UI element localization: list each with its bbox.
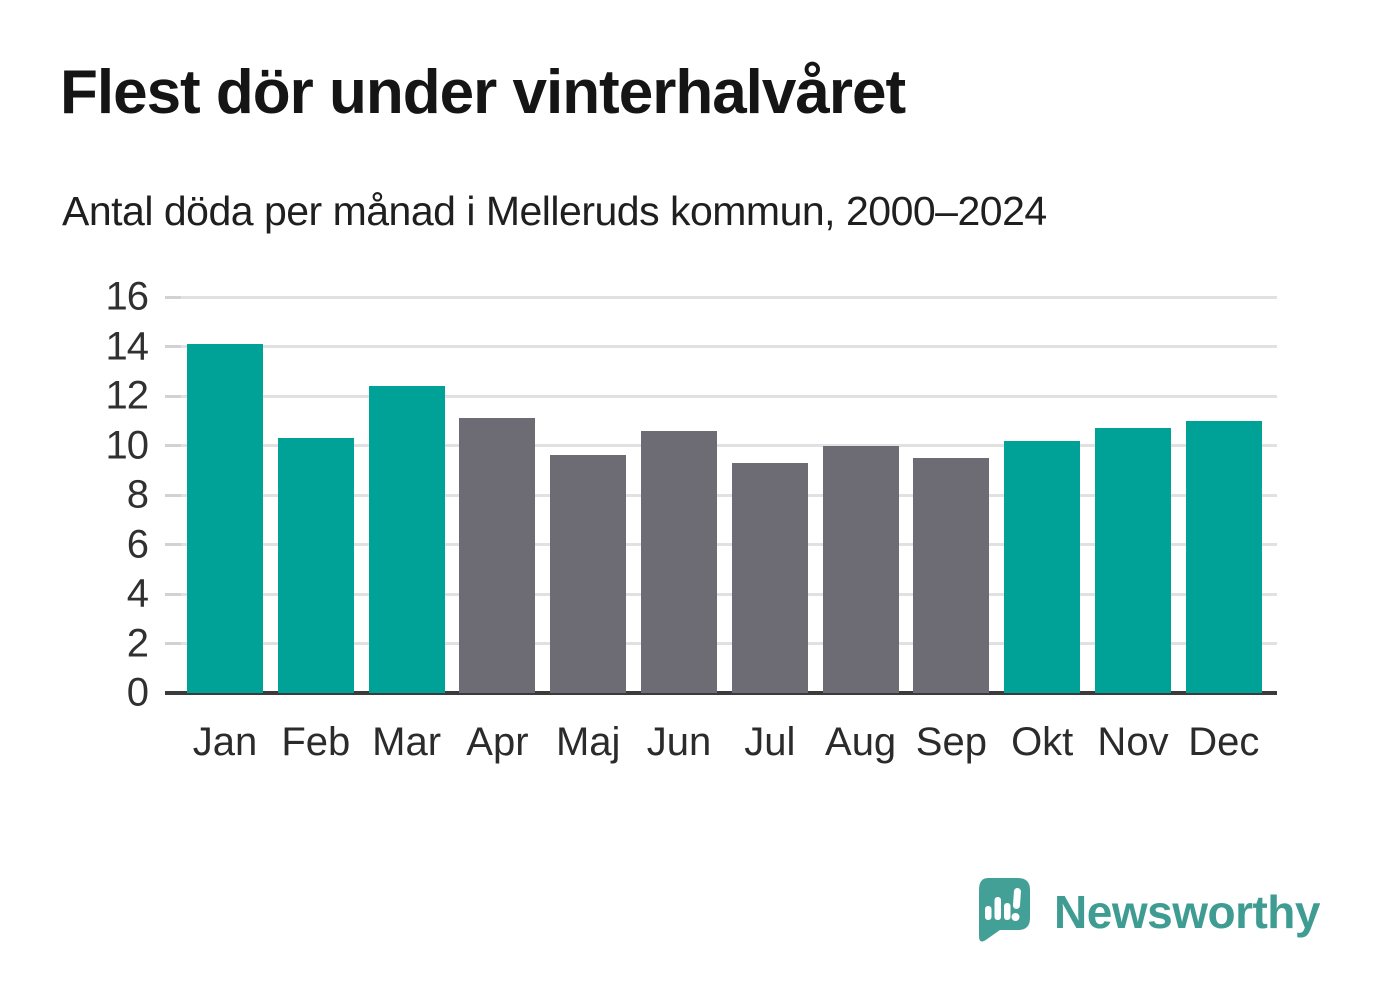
gridline-y10 (165, 444, 1277, 447)
plot-area (165, 295, 1277, 695)
x-axis-label-apr: Apr (466, 720, 529, 764)
x-axis-line (165, 691, 1277, 695)
bar-jun (641, 430, 717, 693)
x-axis-label-jan: Jan (192, 720, 258, 764)
bar-sep (913, 457, 990, 693)
x-axis-label-nov: Nov (1097, 720, 1169, 764)
y-axis-label-8: 8 (126, 472, 149, 517)
x-axis-label-jul: Jul (744, 720, 796, 764)
y-axis-labels: 0 2 4 6 8 10 12 14 16 (0, 275, 150, 715)
gridline-y16 (165, 295, 1277, 299)
y-tick-6 (165, 543, 181, 546)
gridline-y8 (165, 493, 1277, 497)
bar-aug (822, 445, 899, 693)
x-axis-label-feb: Feb (281, 720, 351, 764)
bar-maj (550, 455, 627, 693)
newsworthy-speech-bubble-bar-chart-icon (968, 876, 1032, 947)
gridline-y6 (165, 543, 1277, 546)
bar-nov (1095, 428, 1171, 693)
gridline-y12 (165, 394, 1277, 398)
y-tick-14 (165, 345, 181, 348)
y-tick-10 (165, 444, 181, 447)
y-axis-label-10: 10 (105, 423, 149, 467)
y-tick-12 (165, 394, 181, 398)
x-axis-label-okt: Okt (1011, 720, 1074, 764)
y-axis-label-2: 2 (126, 621, 149, 665)
x-axis-label-mar: Mar (372, 720, 442, 764)
newsworthy-wordmark: Newsworthy (1054, 885, 1320, 938)
y-axis-label-16: 16 (105, 274, 149, 319)
x-axis-label-dec: Dec (1188, 720, 1260, 764)
x-axis-label-maj: Maj (555, 720, 621, 764)
y-tick-16 (165, 295, 181, 299)
y-tick-8 (165, 493, 181, 497)
y-tick-4 (165, 592, 181, 596)
y-axis-label-12: 12 (105, 373, 149, 418)
bar-dec (1185, 420, 1262, 693)
y-tick-2 (165, 642, 181, 645)
bar-mar (368, 386, 445, 693)
x-axis-labels: Jan Feb Mar Apr Maj Jun Jul Aug Sep Okt Nov Dec (165, 712, 1277, 772)
bar-apr (459, 418, 536, 693)
y-axis-label-14: 14 (105, 324, 149, 368)
gridline-y4 (165, 592, 1277, 596)
bar-jan (187, 344, 263, 693)
newsworthy-logo: Newsworthy (968, 876, 1320, 947)
x-axis-label-sep: Sep (915, 720, 987, 764)
bar-feb (277, 438, 354, 693)
x-axis-label-jun: Jun (646, 720, 712, 764)
x-axis-label-aug: Aug (825, 720, 897, 764)
y-axis-label-6: 6 (126, 522, 149, 566)
chart-title: Flest dör under vinterhalvåret (60, 58, 906, 127)
gridline-y2 (165, 642, 1277, 645)
bar-okt (1004, 440, 1081, 693)
y-axis-label-4: 4 (126, 571, 149, 616)
bar-jul (731, 462, 808, 693)
chart-subtitle: Antal döda per månad i Melleruds kommun,… (62, 188, 1047, 234)
gridline-y14 (165, 345, 1277, 348)
y-axis-label-0: 0 (126, 670, 149, 715)
